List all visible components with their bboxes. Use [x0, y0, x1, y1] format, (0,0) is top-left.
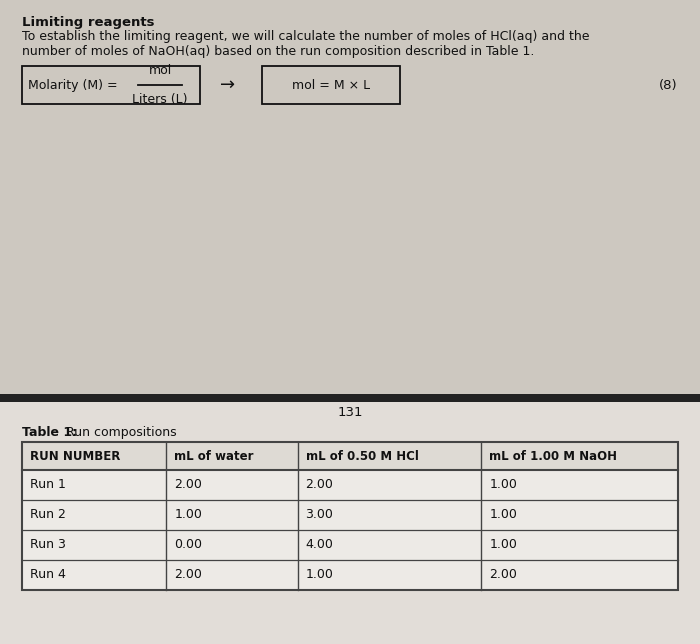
Text: number of moles of NaOH(aq) based on the run composition described in Table 1.: number of moles of NaOH(aq) based on the…: [22, 45, 534, 58]
Bar: [22, 442, 678, 470]
Bar: [0, 0, 700, 396]
Text: mol: mol: [148, 64, 172, 77]
Text: mL of water: mL of water: [174, 450, 254, 462]
Text: 3.00: 3.00: [305, 509, 333, 522]
Text: Run 4: Run 4: [30, 569, 66, 582]
Text: Molarity (M) =: Molarity (M) =: [28, 79, 118, 91]
Bar: [22, 442, 678, 590]
Text: Run 3: Run 3: [30, 538, 66, 551]
Text: 2.00: 2.00: [305, 478, 333, 491]
Text: Run compositions: Run compositions: [62, 426, 176, 439]
Text: 0.00: 0.00: [174, 538, 202, 551]
Text: To establish the limiting reagent, we will calculate the number of moles of HCl(: To establish the limiting reagent, we wi…: [22, 30, 589, 43]
Text: 2.00: 2.00: [174, 478, 202, 491]
Text: Run 2: Run 2: [30, 509, 66, 522]
Bar: [22, 66, 200, 104]
Bar: [22, 470, 678, 500]
Bar: [22, 530, 678, 560]
Text: mol = M × L: mol = M × L: [292, 79, 370, 91]
Text: 1.00: 1.00: [174, 509, 202, 522]
Text: 1.00: 1.00: [489, 478, 517, 491]
Bar: [22, 500, 678, 530]
Text: 2.00: 2.00: [489, 569, 517, 582]
Text: 4.00: 4.00: [305, 538, 333, 551]
Text: Run 1: Run 1: [30, 478, 66, 491]
Text: mL of 1.00 M NaOH: mL of 1.00 M NaOH: [489, 450, 617, 462]
Text: Liters (L): Liters (L): [132, 93, 188, 106]
Bar: [0, 396, 700, 644]
Text: Limiting reagents: Limiting reagents: [22, 16, 155, 29]
Text: 2.00: 2.00: [174, 569, 202, 582]
Bar: [0, 394, 700, 402]
Text: 1.00: 1.00: [489, 538, 517, 551]
Text: →: →: [220, 76, 236, 94]
Text: Table 1:: Table 1:: [22, 426, 77, 439]
Text: 1.00: 1.00: [489, 509, 517, 522]
Text: (8): (8): [659, 79, 678, 91]
Text: 1.00: 1.00: [305, 569, 333, 582]
Bar: [22, 560, 678, 590]
Bar: [262, 66, 400, 104]
Text: 131: 131: [337, 406, 363, 419]
Text: RUN NUMBER: RUN NUMBER: [30, 450, 120, 462]
Text: mL of 0.50 M HCl: mL of 0.50 M HCl: [305, 450, 419, 462]
